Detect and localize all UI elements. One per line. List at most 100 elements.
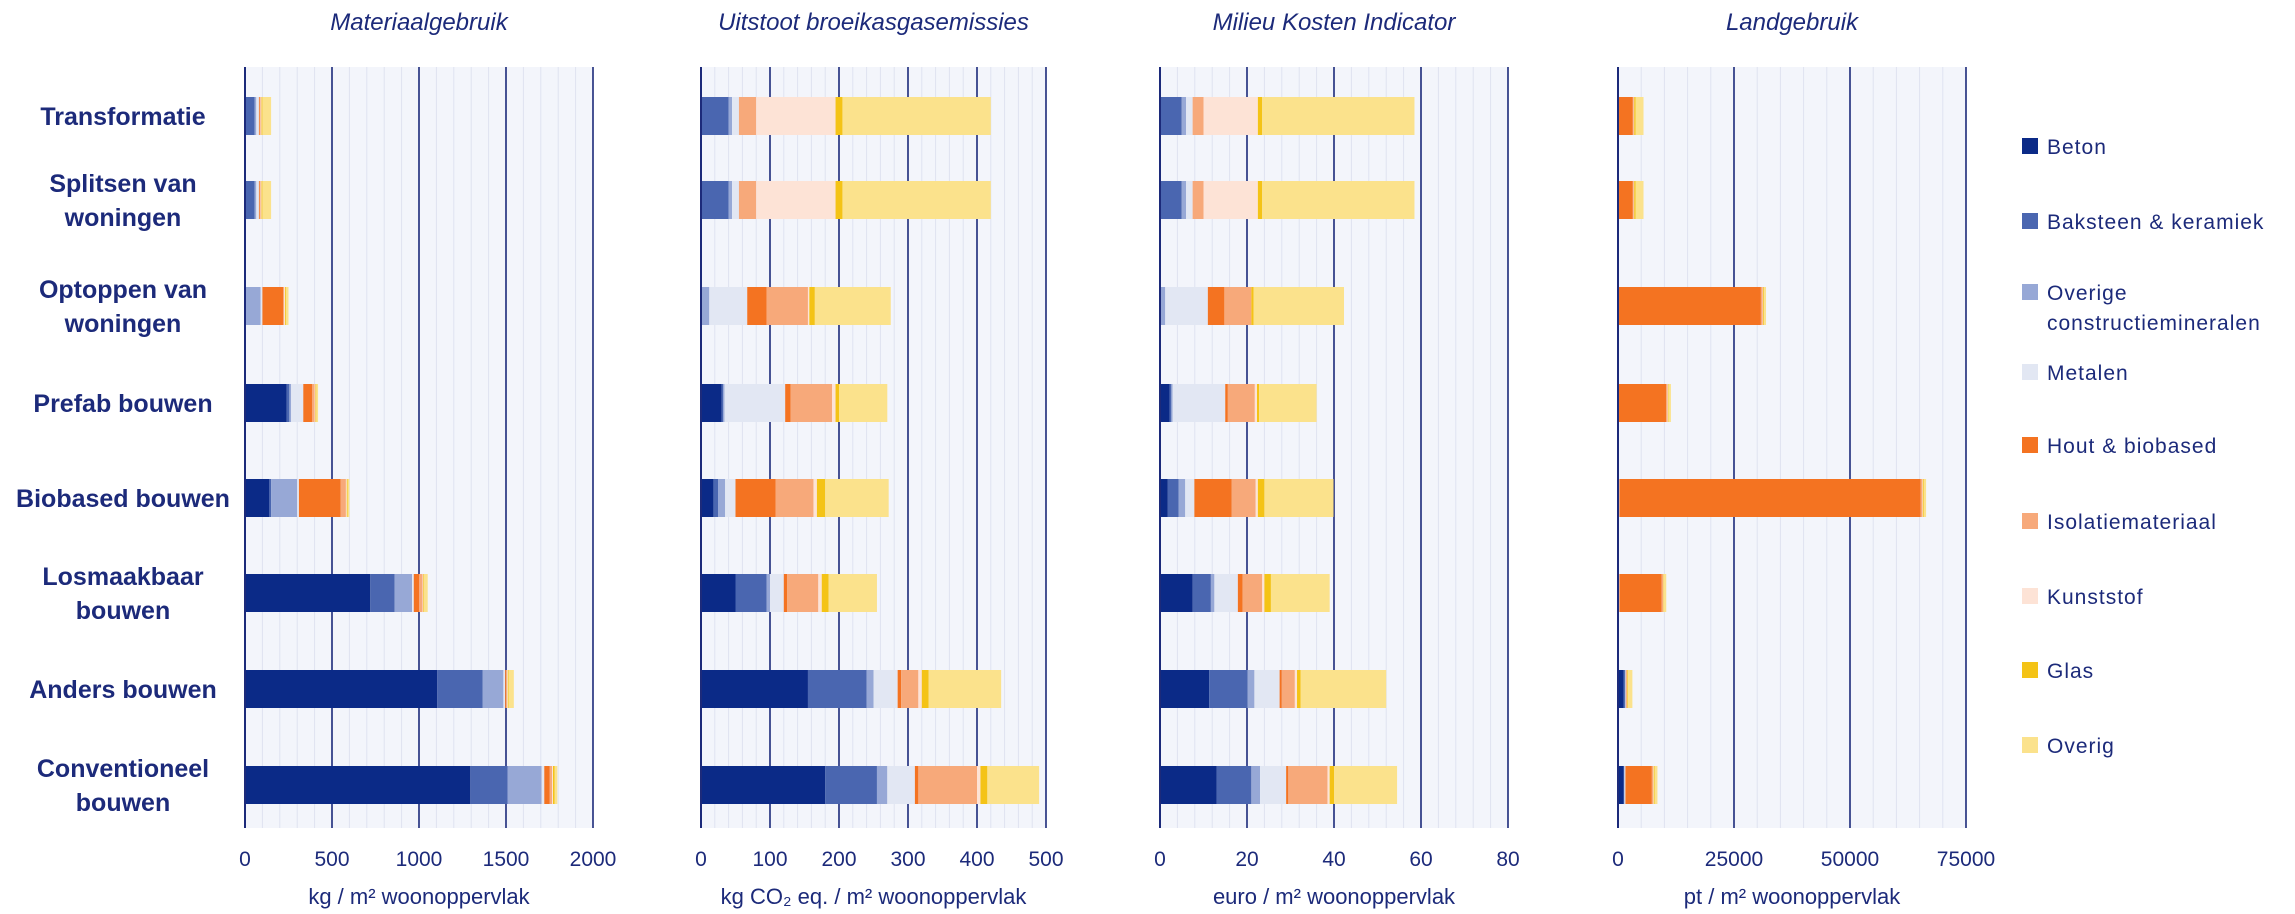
bar-segment-overig [1764,287,1767,325]
bar-segment-kunststof [756,181,836,219]
legend-swatch [2022,737,2038,753]
bar-segment-kunststof [1922,479,1923,517]
bar-segment-overige-constructiemineralen [289,384,292,422]
bar-segment-glas [980,766,988,804]
bar-segment-overige-constructiemineralen [254,97,257,135]
bar-segment-overig [1259,384,1317,422]
bar-segment-isolatiemateriaal [1224,287,1252,325]
bar-segment-baksteen-keramiek [701,97,729,135]
bar-segment-glas [1297,670,1301,708]
bar-segment-hout-biobased [258,181,260,219]
bar-segment-overig [347,479,350,517]
bar-segment-baksteen-keramiek [701,181,729,219]
legend-swatch [2022,513,2038,529]
bar-segment-baksteen-keramiek [370,574,395,612]
bar-segment-baksteen-keramiek [269,479,272,517]
bar-segment-overig [1262,181,1415,219]
bar-segment-overige-constructiemineralen [866,670,874,708]
bar-segment-metalen [256,97,259,135]
bar-segment-overige-constructiemineralen [1251,766,1261,804]
tick-label: 20 [1235,848,1258,871]
bar-segment-metalen [1172,384,1226,422]
bar-segment-metalen [724,384,786,422]
bar-segment-metalen [412,574,414,612]
tick-label: 0 [1154,848,1166,871]
bar-segment-overig [508,670,514,708]
bar-segment-isolatiemateriaal [259,181,261,219]
bar-segment-isolatiemateriaal [419,574,423,612]
bar-segment-kunststof [1653,766,1654,804]
bar-segment-metalen [1260,766,1287,804]
category-label: Losmaakbaar [42,563,203,591]
x-axis-label: euro / m² woonoppervlak [1213,884,1456,909]
bar-segment-hout-biobased [1279,670,1282,708]
bar-segment-overige-constructiemineralen [723,384,725,422]
bar-segment-overige-constructiemineralen [718,479,726,517]
tick-label: 50000 [1821,848,1879,871]
bar-segment-overig [1253,287,1345,325]
bar-segment-overig [1663,574,1667,612]
bar-segment-beton [701,479,714,517]
bar-segment-baksteen-keramiek [286,384,290,422]
tick-label: 1500 [483,848,530,871]
bar-segment-glas [816,479,826,517]
bar-segment-metalen [1185,479,1195,517]
bar-segment-glas [835,181,843,219]
bar-segment-overig [1334,766,1398,804]
bar-segment-glas [1257,479,1265,517]
bar-segment-kunststof [345,479,347,517]
tick-label: 60 [1409,848,1432,871]
bar-segment-overig [1262,97,1415,135]
bar-segment-glas [1922,479,1924,517]
bar-segment-glas [1257,384,1260,422]
bar-segment-kunststof [1203,181,1258,219]
bar-segment-beton [1160,766,1217,804]
category-label: Transformatie [40,103,205,131]
legend-label: Glas [2047,660,2094,683]
bar-segment-isolatiemateriaal [549,766,553,804]
tick-label: 25000 [1705,848,1763,871]
legend-label: Metalen [2047,362,2129,385]
bar-segment-beton [1160,384,1170,422]
bar-segment-kunststof [422,574,424,612]
bar-segment-kunststof [506,670,508,708]
category-label: Biobased bouwen [16,485,230,513]
bar-segment-glas [552,766,555,804]
bar-segment-baksteen-keramiek [1623,670,1625,708]
bar-segment-kunststof [807,287,810,325]
category-label: Splitsen van [49,170,196,198]
bar-segment-beton [245,670,438,708]
bar-segment-glas [809,287,815,325]
bar-segment-overig [424,574,428,612]
bar-segment-glas [1634,181,1636,219]
bar-segment-kunststof [1203,97,1258,135]
bar-segment-metalen [1624,766,1626,804]
bar-segment-overige-constructiemineralen [1178,479,1186,517]
legend-swatch [2022,437,2038,453]
bar-segment-metalen [873,670,898,708]
bar-segment-kunststof [918,670,922,708]
bar-segment-baksteen-keramiek [721,384,724,422]
tick-label: 100 [752,848,787,871]
bar-segment-overig [828,574,877,612]
tick-label: 40 [1322,848,1345,871]
bar-segment-glas [1763,287,1765,325]
category-label: bouwen [76,789,170,817]
bar-segment-beton [701,670,808,708]
bar-segment-overig [1264,479,1334,517]
bar-segment-hout-biobased [1625,766,1652,804]
bar-segment-baksteen-keramiek [825,766,877,804]
bar-segment-baksteen-keramiek [437,670,483,708]
bar-segment-glas [261,97,263,135]
bar-segment-glas [1264,574,1271,612]
tick-label: 300 [890,848,925,871]
tick-label: 200 [821,848,856,871]
legend-swatch [2022,213,2038,229]
bar-segment-kunststof [284,287,286,325]
bar-segment-overig [987,766,1040,804]
bar-segment-hout-biobased [1619,574,1662,612]
bar-segment-glas [1257,97,1263,135]
bar-segment-metalen [256,181,259,219]
bar-segment-overig [1654,766,1658,804]
